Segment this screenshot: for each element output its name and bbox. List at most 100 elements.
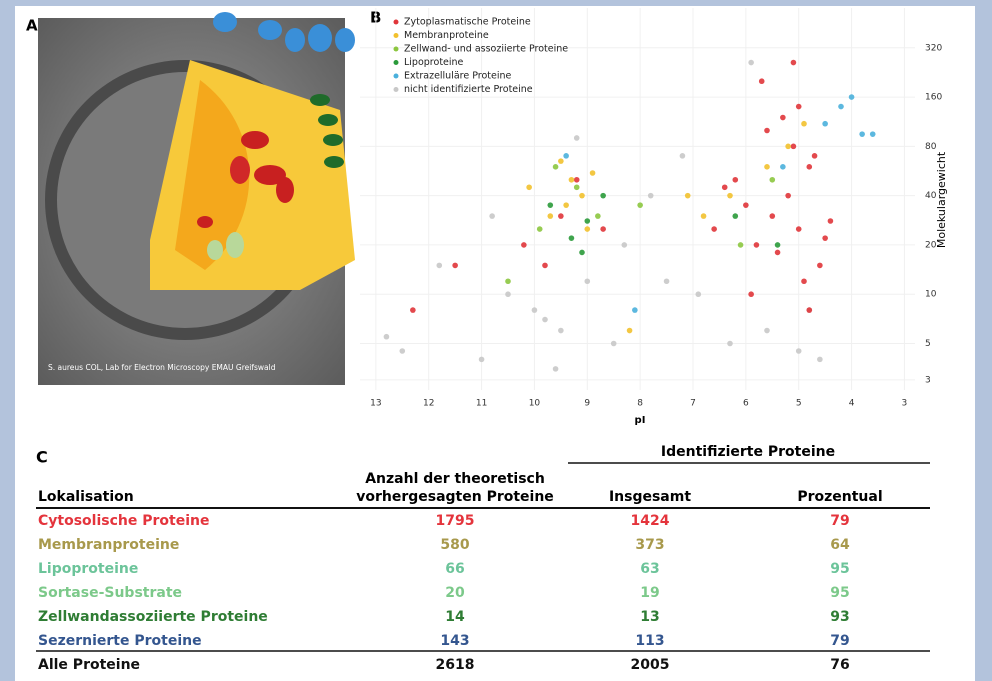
point	[410, 307, 416, 313]
point	[621, 242, 627, 248]
column-header: Insgesamt	[609, 489, 691, 505]
point	[732, 213, 738, 219]
y-axis-label: Molekulargewicht	[935, 151, 948, 248]
point	[553, 164, 559, 170]
point	[384, 334, 390, 340]
point	[828, 218, 834, 224]
cell: 76	[830, 657, 849, 673]
point	[769, 213, 775, 219]
x-tick-label: 13	[370, 399, 381, 409]
point	[521, 242, 527, 248]
row-label: Cytosolische Proteine	[38, 513, 209, 529]
point	[574, 177, 580, 183]
point	[791, 60, 797, 66]
point	[785, 193, 791, 199]
cell: 373	[635, 537, 664, 553]
point	[806, 164, 812, 170]
column-header: vorhergesagten Proteine	[356, 489, 554, 505]
cell: 2005	[631, 657, 670, 673]
y-tick-label: 80	[925, 142, 937, 152]
point	[764, 128, 770, 134]
point	[579, 250, 585, 256]
x-tick-label: 12	[423, 399, 434, 409]
point	[801, 121, 807, 127]
cell: 2618	[436, 657, 475, 673]
x-tick-label: 4	[849, 399, 855, 409]
point	[754, 242, 760, 248]
point	[584, 226, 590, 232]
cell: 143	[440, 633, 469, 649]
cell: 64	[830, 537, 850, 553]
point	[590, 170, 596, 176]
legend-label: Extrazelluläre Proteine	[404, 71, 512, 82]
point	[558, 328, 564, 334]
point	[579, 193, 585, 199]
point	[600, 226, 606, 232]
cell: 95	[830, 561, 849, 577]
point	[563, 153, 569, 159]
cell: 93	[830, 609, 849, 625]
point	[479, 357, 485, 363]
legend-label: Zytoplasmatische Proteine	[404, 17, 531, 28]
point	[796, 226, 802, 232]
figure: A S. aureus COL, Lab for Electron Micros…	[0, 0, 992, 681]
point	[732, 177, 738, 183]
legend-label: nicht identifizierte Proteine	[404, 84, 533, 95]
micrograph	[38, 12, 355, 385]
legend-marker	[394, 47, 399, 52]
y-tick-label: 320	[925, 43, 942, 53]
y-tick-label: 10	[925, 290, 937, 300]
point	[574, 135, 580, 141]
point	[806, 307, 812, 313]
point	[764, 328, 770, 334]
point	[727, 341, 733, 347]
cell: 79	[830, 513, 849, 529]
point	[637, 202, 643, 208]
panel-label: C	[36, 448, 48, 467]
cell: 113	[635, 633, 664, 649]
x-tick-label: 9	[584, 399, 590, 409]
point	[569, 235, 575, 241]
point	[537, 226, 543, 232]
point	[489, 213, 495, 219]
legend-marker	[394, 33, 399, 38]
point	[648, 193, 654, 199]
x-tick-label: 11	[476, 399, 487, 409]
point	[822, 235, 828, 241]
point	[436, 263, 442, 269]
point	[738, 242, 744, 248]
legend-marker	[394, 60, 399, 65]
point	[399, 348, 405, 354]
point	[769, 177, 775, 183]
cell: 14	[445, 609, 465, 625]
legend-label: Lipoproteine	[404, 57, 464, 68]
point	[600, 193, 606, 199]
y-tick-label: 20	[925, 240, 937, 250]
point	[796, 104, 802, 110]
point	[611, 341, 617, 347]
x-tick-label: 3	[902, 399, 908, 409]
point	[505, 278, 511, 284]
cell: 13	[640, 609, 659, 625]
row-label: Zellwandassoziierte Proteine	[38, 609, 268, 625]
point	[870, 131, 876, 137]
x-tick-label: 6	[743, 399, 749, 409]
point	[452, 263, 458, 269]
row-label: Membranproteine	[38, 537, 179, 553]
y-tick-label: 5	[925, 339, 931, 349]
point	[727, 193, 733, 199]
caption: S. aureus COL, Lab for Electron Microsco…	[48, 363, 276, 372]
y-tick-label: 160	[925, 93, 942, 103]
point	[775, 250, 781, 256]
point	[785, 144, 791, 150]
point	[780, 164, 786, 170]
point	[569, 177, 575, 183]
point	[775, 242, 781, 248]
point	[680, 153, 686, 159]
point	[595, 213, 601, 219]
point	[801, 278, 807, 284]
point	[532, 307, 538, 313]
point	[743, 202, 749, 208]
y-tick-label: 40	[925, 191, 937, 201]
legend-marker	[394, 20, 399, 25]
